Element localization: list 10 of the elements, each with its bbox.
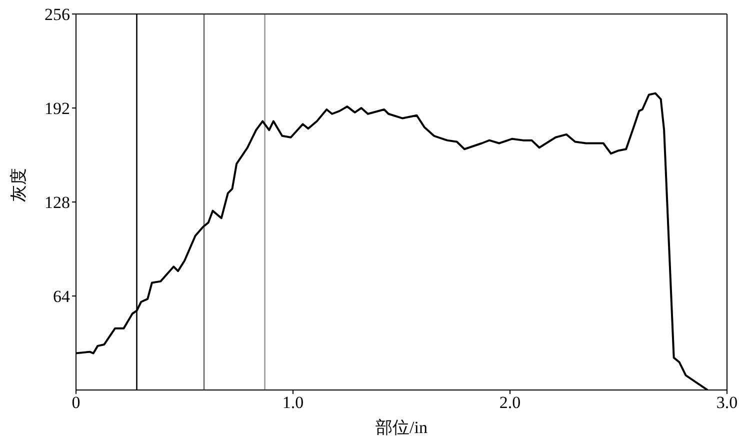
y-tick-label: 64 [53,287,70,306]
x-tick-label: 3.0 [716,393,738,412]
x-tick-label: 0 [72,393,80,412]
y-tick-label: 128 [44,193,70,212]
y-tick-label: 256 [44,5,70,24]
y-axis-title: 灰度 [9,168,28,202]
y-tick-label: 192 [44,99,70,118]
x-axis-title: 部位/in [376,418,428,437]
x-tick-label: 2.0 [499,393,521,412]
x-tick-label: 1.0 [282,393,304,412]
